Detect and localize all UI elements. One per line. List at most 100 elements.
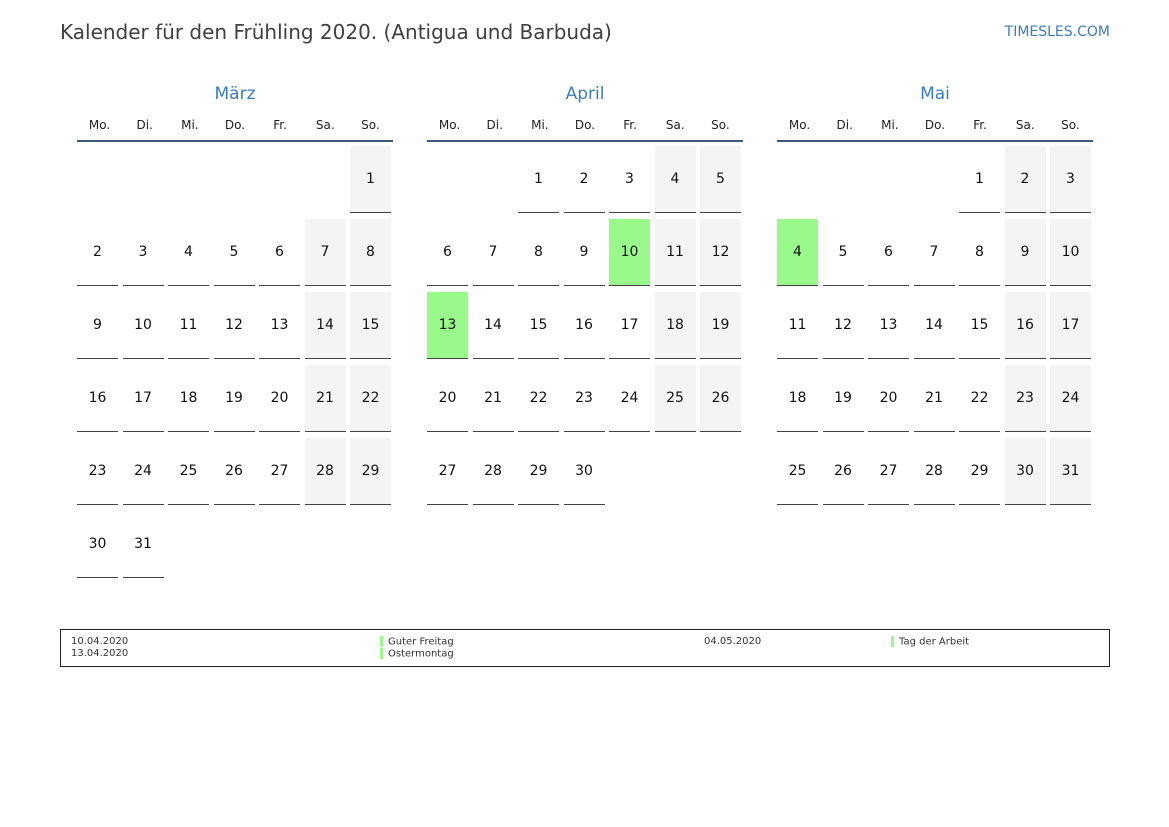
day-cell[interactable]: 27 bbox=[868, 438, 909, 505]
day-cell[interactable]: 16 bbox=[77, 365, 118, 432]
day-cell[interactable]: 22 bbox=[518, 365, 559, 432]
day-cell[interactable]: 8 bbox=[518, 219, 559, 286]
day-cell[interactable]: 25 bbox=[168, 438, 209, 505]
day-cell[interactable]: 22 bbox=[959, 365, 1000, 432]
day-cell[interactable]: 26 bbox=[213, 438, 255, 505]
month-2: Mai Mo. Di. Mi. Do. Fr. Sa. So. 1 2 3 4 5 6 7 8 9 10 11 12 1… bbox=[777, 84, 1093, 505]
day-cell[interactable]: 6 bbox=[868, 219, 909, 286]
day-cell[interactable]: 30 bbox=[563, 438, 605, 505]
day-cell[interactable]: 23 bbox=[563, 365, 605, 432]
day-cell[interactable]: 23 bbox=[1004, 365, 1046, 432]
day-cell[interactable]: 17 bbox=[609, 292, 650, 359]
day-cell[interactable]: 31 bbox=[1050, 438, 1091, 505]
day-cell[interactable]: 10 bbox=[1050, 219, 1091, 286]
day-cell[interactable]: 16 bbox=[1004, 292, 1046, 359]
day-cell[interactable]: 18 bbox=[168, 365, 209, 432]
day-cell[interactable]: 28 bbox=[472, 438, 514, 505]
day-cell[interactable]: 29 bbox=[959, 438, 1000, 505]
day-cell[interactable]: 1 bbox=[518, 146, 559, 213]
day-cell[interactable]: 28 bbox=[913, 438, 955, 505]
day-cell[interactable]: 25 bbox=[777, 438, 818, 505]
day-cell[interactable]: 22 bbox=[350, 365, 391, 432]
site-logo-link[interactable]: TIMESLES.COM bbox=[1004, 24, 1110, 40]
day-cell[interactable]: 19 bbox=[213, 365, 255, 432]
day-cell[interactable]: 23 bbox=[77, 438, 118, 505]
day-cell[interactable]: 5 bbox=[822, 219, 864, 286]
day-cell[interactable]: 25 bbox=[654, 365, 696, 432]
day-cell[interactable]: 19 bbox=[700, 292, 741, 359]
day-cell[interactable]: 27 bbox=[259, 438, 300, 505]
day-cell[interactable]: 4 bbox=[654, 146, 696, 213]
day-cell[interactable]: 20 bbox=[427, 365, 468, 432]
legend-name: Tag der Arbeit bbox=[899, 636, 970, 648]
day-cell[interactable]: 31 bbox=[122, 511, 164, 578]
day-cell[interactable]: 15 bbox=[959, 292, 1000, 359]
day-cell[interactable]: 7 bbox=[913, 219, 955, 286]
day-cell[interactable]: 19 bbox=[822, 365, 864, 432]
day-cell[interactable]: 14 bbox=[913, 292, 955, 359]
day-cell[interactable]: 10 bbox=[122, 292, 164, 359]
day-cell[interactable]: 10 bbox=[609, 219, 650, 286]
day-cell[interactable]: 24 bbox=[122, 438, 164, 505]
legend-item: Guter Freitag bbox=[380, 636, 454, 649]
month-0: März Mo. Di. Mi. Do. Fr. Sa. So. 1 2 3 4 5 6 7 8 9 10 11 12… bbox=[77, 84, 393, 578]
day-cell[interactable]: 24 bbox=[1050, 365, 1091, 432]
day-cell[interactable]: 21 bbox=[304, 365, 346, 432]
day-cell[interactable]: 28 bbox=[304, 438, 346, 505]
day-cell[interactable]: 5 bbox=[213, 219, 255, 286]
day-cell[interactable]: 4 bbox=[777, 219, 818, 286]
day-cell[interactable]: 15 bbox=[518, 292, 559, 359]
day-cell[interactable]: 3 bbox=[122, 219, 164, 286]
day-cell[interactable]: 24 bbox=[609, 365, 650, 432]
day-cell[interactable]: 5 bbox=[700, 146, 741, 213]
day-cell[interactable]: 30 bbox=[77, 511, 118, 578]
day-cell[interactable]: 2 bbox=[1004, 146, 1046, 213]
day-cell[interactable]: 9 bbox=[1004, 219, 1046, 286]
day-cell[interactable]: 18 bbox=[654, 292, 696, 359]
day-cell[interactable]: 20 bbox=[868, 365, 909, 432]
day-cell[interactable]: 21 bbox=[472, 365, 514, 432]
day-cell[interactable]: 9 bbox=[77, 292, 118, 359]
legend-name: Guter Freitag bbox=[388, 636, 454, 648]
day-cell[interactable]: 29 bbox=[350, 438, 391, 505]
day-cell[interactable]: 7 bbox=[472, 219, 514, 286]
day-cell[interactable]: 1 bbox=[959, 146, 1000, 213]
day-cell[interactable]: 20 bbox=[259, 365, 300, 432]
day-cell[interactable]: 13 bbox=[259, 292, 300, 359]
day-cell[interactable]: 15 bbox=[350, 292, 391, 359]
day-cell[interactable]: 7 bbox=[304, 219, 346, 286]
day-cell[interactable]: 6 bbox=[259, 219, 300, 286]
day-cell[interactable]: 29 bbox=[518, 438, 559, 505]
day-cell[interactable]: 11 bbox=[168, 292, 209, 359]
day-cell[interactable]: 13 bbox=[868, 292, 909, 359]
day-cell[interactable]: 12 bbox=[700, 219, 741, 286]
day-cell[interactable]: 8 bbox=[959, 219, 1000, 286]
day-cell[interactable]: 8 bbox=[350, 219, 391, 286]
day-cell[interactable]: 30 bbox=[1004, 438, 1046, 505]
day-cell[interactable]: 9 bbox=[563, 219, 605, 286]
day-cell[interactable]: 13 bbox=[427, 292, 468, 359]
month-name: April bbox=[565, 84, 605, 104]
day-cell[interactable]: 14 bbox=[472, 292, 514, 359]
weekday-label: Do. bbox=[574, 118, 596, 132]
day-cell[interactable]: 12 bbox=[213, 292, 255, 359]
day-cell[interactable]: 18 bbox=[777, 365, 818, 432]
day-cell[interactable]: 3 bbox=[609, 146, 650, 213]
day-cell[interactable]: 2 bbox=[77, 219, 118, 286]
day-cell[interactable]: 3 bbox=[1050, 146, 1091, 213]
day-cell[interactable]: 11 bbox=[654, 219, 696, 286]
day-cell[interactable]: 14 bbox=[304, 292, 346, 359]
day-cell[interactable]: 26 bbox=[700, 365, 741, 432]
day-cell[interactable]: 27 bbox=[427, 438, 468, 505]
day-cell[interactable]: 6 bbox=[427, 219, 468, 286]
day-cell[interactable]: 1 bbox=[350, 146, 391, 213]
day-cell[interactable]: 17 bbox=[1050, 292, 1091, 359]
day-cell[interactable]: 11 bbox=[777, 292, 818, 359]
day-cell[interactable]: 16 bbox=[563, 292, 605, 359]
day-cell[interactable]: 2 bbox=[563, 146, 605, 213]
day-cell[interactable]: 21 bbox=[913, 365, 955, 432]
day-cell[interactable]: 17 bbox=[122, 365, 164, 432]
day-cell[interactable]: 4 bbox=[168, 219, 209, 286]
day-cell[interactable]: 12 bbox=[822, 292, 864, 359]
day-cell[interactable]: 26 bbox=[822, 438, 864, 505]
